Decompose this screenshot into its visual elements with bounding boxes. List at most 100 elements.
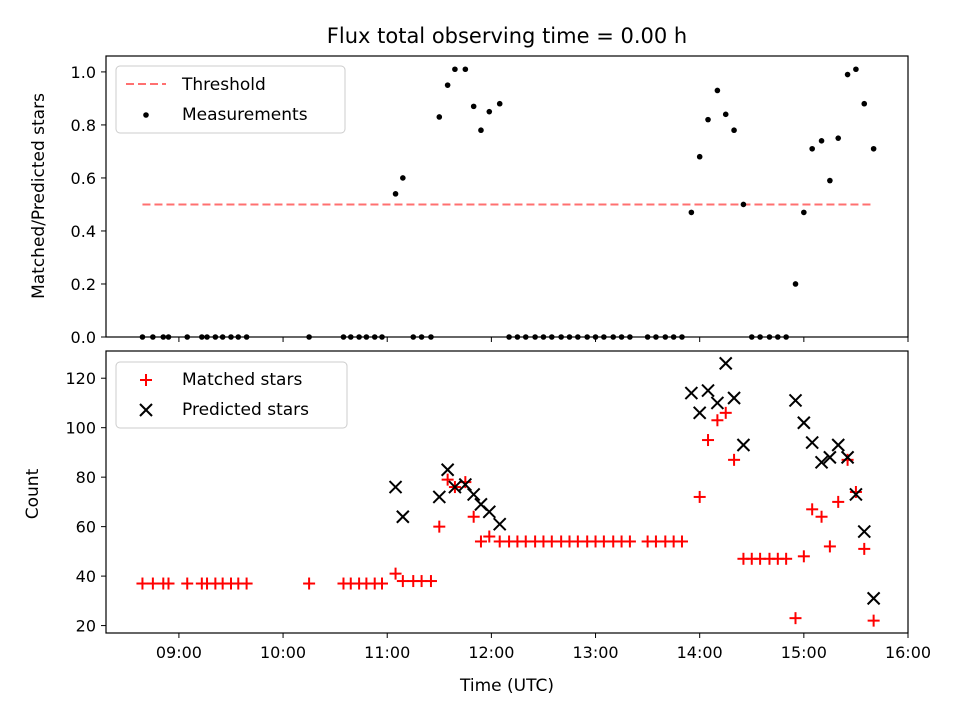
- x-tick-label: 09:00: [156, 643, 202, 662]
- bottom-legend: Matched stars Predicted stars: [115, 361, 348, 429]
- matched-star-point: [841, 453, 854, 466]
- measurement-point: [444, 82, 451, 88]
- matched-star-point: [858, 542, 871, 555]
- matched-star-point: [396, 575, 409, 588]
- predicted-star-point: [432, 490, 447, 504]
- measurement-point: [870, 145, 877, 152]
- predicted-star-point: [466, 487, 481, 502]
- measurement-point: [722, 111, 729, 118]
- matched-star-point: [693, 490, 706, 503]
- x-tick-label: 12:00: [468, 643, 514, 662]
- matched-star-point: [780, 552, 793, 565]
- top-y-tick-label: 0.4: [71, 222, 96, 241]
- bottom-y-tick-label: 20: [76, 617, 96, 636]
- threshold-legend-label: Threshold: [181, 75, 266, 95]
- bottom-panel: 20 40 60 80 100 120 09:00 10:00 11:00 12:00 13:00 1…: [65, 350, 931, 662]
- predicted-star-point: [440, 463, 455, 477]
- x-tick-label: 15:00: [781, 643, 827, 662]
- matched-star-point: [789, 612, 802, 625]
- x-tick-label: 14:00: [677, 643, 723, 662]
- x-tick-label: 10:00: [260, 643, 306, 662]
- measurement-point: [827, 177, 833, 184]
- predicted-star-point: [458, 477, 473, 492]
- measurement-point: [462, 66, 469, 73]
- measurement-point: [400, 175, 406, 181]
- measurement-point: [705, 116, 711, 123]
- matched-star-point: [459, 476, 472, 489]
- predicted-star-point: [710, 396, 725, 410]
- matched-star-point: [675, 535, 688, 548]
- predicted-star-point: [831, 438, 845, 452]
- predicted-legend-marker: [139, 403, 153, 417]
- top-y-tick-label: 0.2: [71, 275, 96, 294]
- predicted-star-point: [866, 591, 881, 606]
- predicted-star-point: [482, 505, 497, 519]
- measurement-point: [809, 145, 815, 152]
- matched-star-point: [146, 577, 159, 590]
- measurements-legend-label: Measurements: [182, 105, 308, 125]
- bottom-legend-box: [115, 361, 348, 429]
- measurement-point: [801, 209, 807, 216]
- predicted-star-point: [849, 487, 863, 502]
- predicted-star-point: [857, 524, 871, 539]
- bottom-y-tick-label: 40: [76, 567, 96, 586]
- matched-star-point: [240, 577, 253, 590]
- matched-star-point: [136, 577, 149, 590]
- bottom-y-tick-label: 120: [65, 369, 96, 388]
- matched-star-point: [849, 486, 862, 498]
- bottom-y-tick-label: 100: [65, 419, 96, 438]
- matched-star-point: [433, 520, 446, 533]
- measurement-point: [486, 108, 493, 115]
- measurement-point: [818, 138, 825, 144]
- predicted-star-point: [823, 450, 837, 465]
- matched-star-point: [483, 530, 496, 543]
- top-panel: 0.0 0.2 0.4 0.6 0.8 1.0: [71, 55, 909, 347]
- bottom-y-tick-label: 60: [76, 518, 96, 537]
- measurement-point: [861, 100, 868, 107]
- predicted-star-point: [814, 455, 829, 470]
- measurement-point: [452, 66, 458, 73]
- top-y-tick-label: 0.0: [71, 328, 96, 347]
- predicted-star-point: [396, 510, 410, 524]
- bottom-y-axis-label: Count: [23, 468, 43, 519]
- measurement-point: [731, 127, 737, 134]
- matched-star-point: [162, 577, 175, 590]
- matched-star-point: [376, 577, 389, 590]
- predicted-star-point: [727, 391, 741, 405]
- matched-star-point: [181, 577, 194, 590]
- predicted-star-point: [797, 416, 811, 430]
- predicted-star-point: [788, 393, 803, 408]
- matched-legend-marker: [140, 374, 152, 386]
- predicted-star-point: [736, 438, 751, 452]
- matched-star-point: [815, 510, 828, 523]
- matched-star-point: [728, 453, 741, 466]
- measurement-point: [688, 209, 695, 216]
- matched-star-point: [711, 414, 724, 427]
- predicted-star-point: [701, 383, 715, 398]
- measurement-point: [392, 191, 399, 197]
- measurement-point: [436, 114, 443, 120]
- measurement-point: [844, 71, 851, 78]
- x-tick-label: 11:00: [364, 643, 410, 662]
- measurement-point: [470, 103, 477, 110]
- bottom-axes-frame: [105, 350, 909, 634]
- matched-star-point: [719, 406, 732, 419]
- matched-star-point: [424, 575, 437, 588]
- top-legend: Threshold Measurements: [115, 65, 346, 134]
- matched-star-point: [867, 614, 880, 627]
- top-y-tick-label: 0.6: [71, 169, 96, 188]
- predicted-star-point: [719, 356, 733, 371]
- matched-star-point: [467, 510, 480, 523]
- matched-star-point: [823, 540, 836, 553]
- matched-star-point: [474, 535, 487, 548]
- measurement-point: [835, 135, 842, 141]
- top-legend-box: [115, 65, 346, 134]
- matched-star-point: [441, 473, 454, 486]
- measurement-point: [740, 201, 747, 208]
- top-y-axis-label: Matched/Predicted stars: [29, 93, 49, 299]
- measurement-point: [478, 127, 484, 134]
- matched-star-point: [623, 535, 636, 548]
- matched-star-point: [702, 434, 715, 447]
- measurement-point: [792, 281, 799, 287]
